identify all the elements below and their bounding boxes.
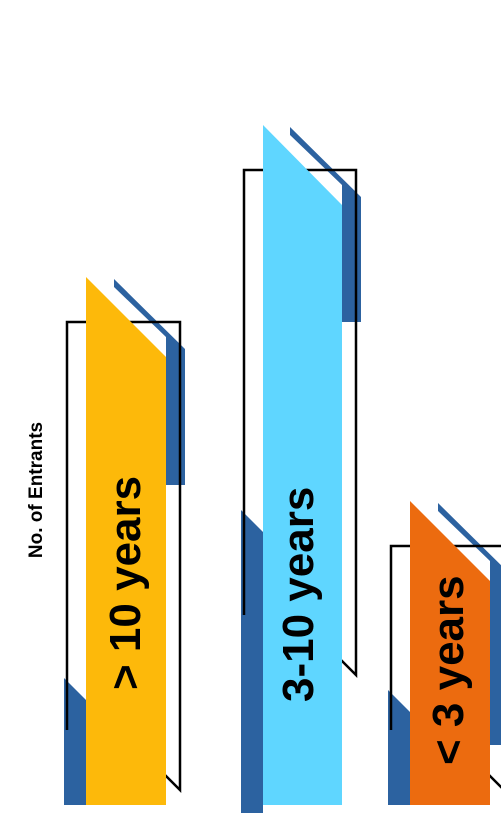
bar-3-10-years [263,125,342,805]
category-labels-layer: > 10 years 3-10 years < 3 years [101,476,473,765]
bar-outline-under-3-years [389,544,501,789]
y-axis-label: No. of Entrants [26,422,47,558]
bar-base-shadow-over-10-years [64,678,86,805]
bar-outline-3-10-years [242,168,358,679]
bar-base-shadow-under-3-years [388,690,410,805]
bars-layer [64,125,501,813]
bar-label-3-10-years: 3-10 years [274,487,323,702]
bar-shadow-3-10-years [290,127,361,322]
bar-label-under-3-years: < 3 years [424,575,473,765]
bar-outline-over-10-years [65,320,182,794]
bar-shadow-over-10-years [114,279,185,485]
bar-label-over-10-years: > 10 years [101,476,150,690]
bar-base-shadow-3-10-years [241,510,263,813]
bar-under-3-years [410,501,490,805]
bar-over-10-years [86,277,166,805]
bar-shadow-under-3-years [438,503,501,745]
